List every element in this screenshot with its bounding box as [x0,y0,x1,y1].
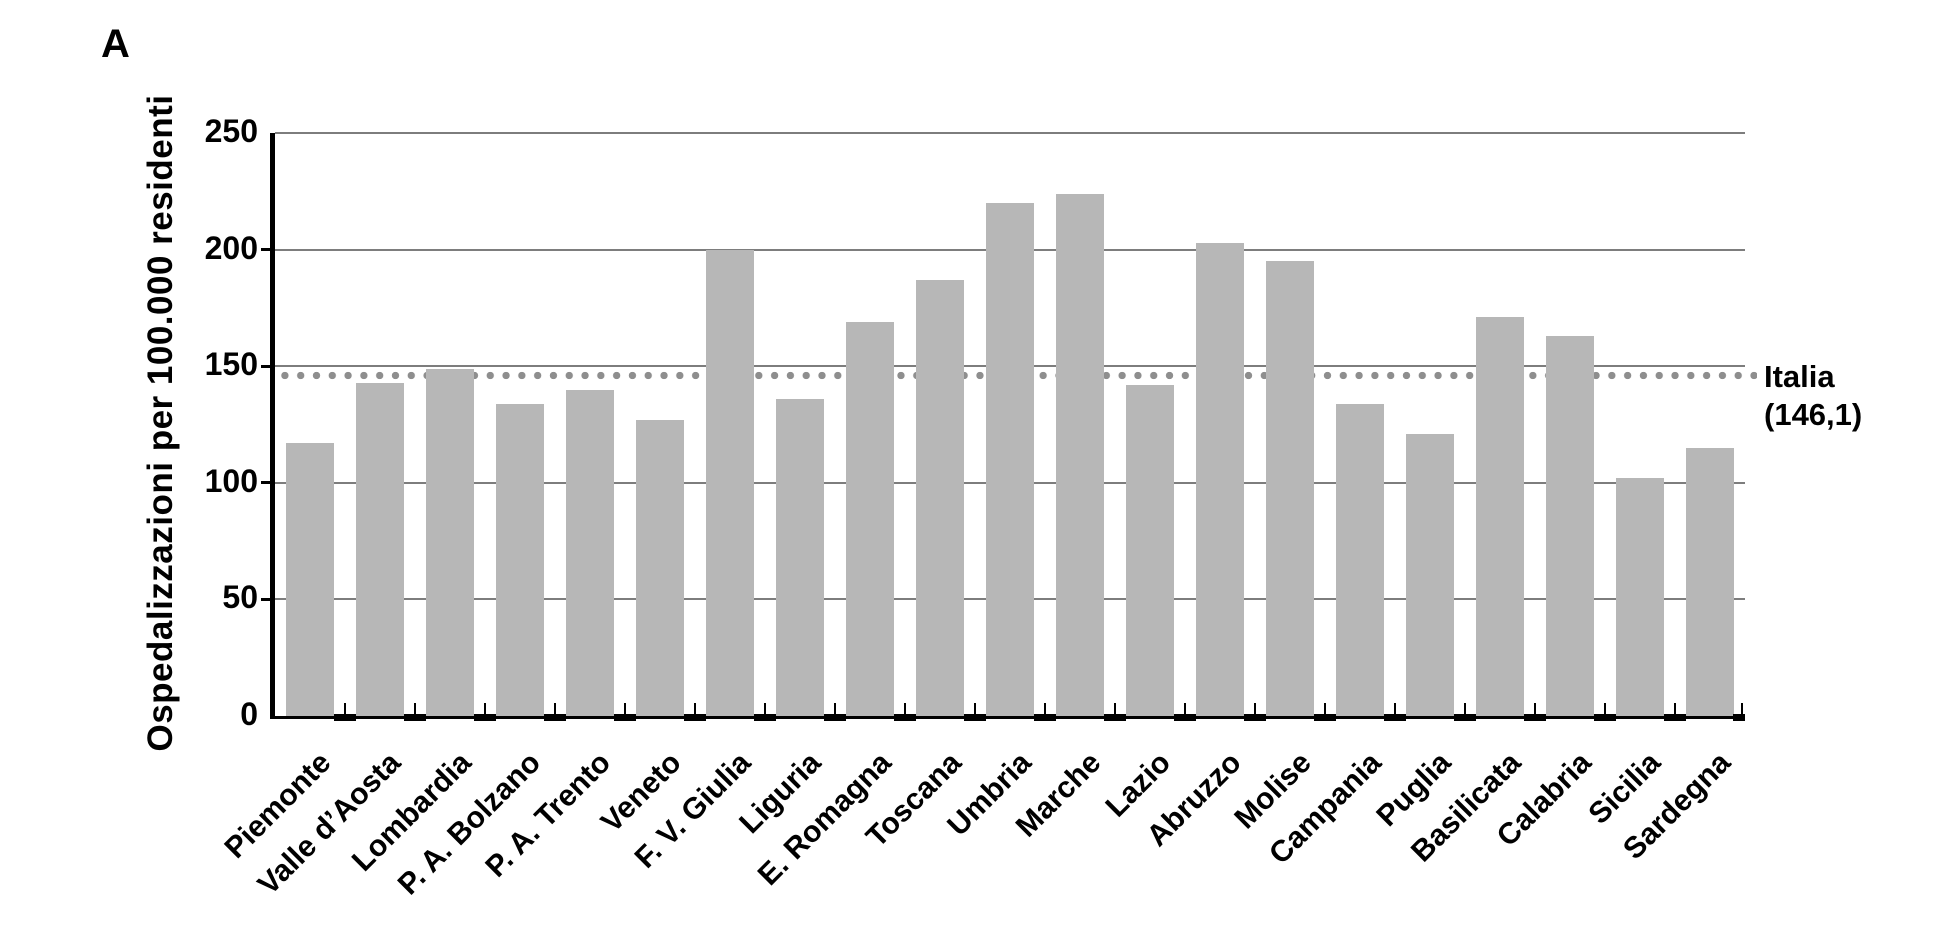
bar-umbria [986,202,1034,716]
x-axis-tick [1044,703,1046,716]
x-axis-tick-base [894,714,916,721]
y-tick-label-150: 150 [204,346,258,383]
x-axis-tick [1114,703,1116,716]
x-axis-tick [694,703,696,716]
bar-lazio [1126,384,1174,716]
x-axis-tick-base [1384,714,1406,721]
x-axis-tick [834,703,836,716]
bar-calabria [1546,335,1594,716]
x-axis-tick [1394,703,1396,716]
x-axis-tick-base [1664,714,1686,721]
y-axis-title: Ospedalizzazioni per 100.000 residenti [141,94,180,752]
bar-abruzzo [1196,242,1244,716]
reference-line-label: Italia (146,1) [1764,358,1862,434]
y-axis-tick-100 [261,481,275,485]
reference-line-label-name: Italia [1764,359,1835,394]
x-axis-tick-base [404,714,426,721]
x-axis-tick-base [1524,714,1546,721]
panel-label: A [101,22,130,66]
bar-piemonte [286,443,334,716]
x-axis-tick [344,703,346,716]
x-axis-tick-base [754,714,776,721]
x-axis-tick-base [1454,714,1476,721]
bar-liguria [776,398,824,716]
y-tick-label-100: 100 [204,462,258,499]
y-axis-tick-200 [261,248,275,252]
x-axis-tick [1464,703,1466,716]
bar-p-a-bolzano [496,403,544,716]
x-axis-tick-base [1034,714,1056,721]
x-axis-tick [1324,703,1326,716]
x-axis-tick-base [334,714,356,721]
bar-lombardia [426,368,474,716]
x-axis-tick [904,703,906,716]
bar-puglia [1406,433,1454,716]
plot-area [261,132,1757,721]
bar-f-v-giulia [706,249,754,716]
y-tick-label-0: 0 [240,696,258,733]
bar-e-romagna [846,321,894,716]
y-axis-tick-150 [261,364,275,368]
x-axis-tick-base [544,714,566,721]
reference-line-label-value: (146,1) [1764,397,1863,432]
bar-marche [1056,193,1104,716]
x-axis-tick-base [964,714,986,721]
x-axis-line [270,716,1745,719]
x-axis-tick [974,703,976,716]
x-axis-tick [764,703,766,716]
x-axis-tick-base [1244,714,1266,721]
x-axis-tick [624,703,626,716]
bar-sardegna [1686,447,1734,716]
y-tick-label-250: 250 [204,113,258,150]
x-axis-tick-base [684,714,706,721]
x-axis-tick [1254,703,1256,716]
y-tick-label-50: 50 [222,579,258,616]
x-axis-tick [1604,703,1606,716]
y-axis-tick-50 [261,597,275,601]
bar-p-a-trento [566,389,614,716]
bar-sicilia [1616,478,1664,716]
bar-toscana [916,279,964,716]
x-axis-tick-base [614,714,636,721]
x-axis-tick-base [824,714,846,721]
x-axis-tick [414,703,416,716]
x-axis-tick-base [1314,714,1336,721]
bar-campania [1336,403,1384,716]
x-axis-tick [1741,703,1743,716]
bar-basilicata [1476,317,1524,716]
x-axis-tick-base [1104,714,1126,721]
x-axis-tick-base [1733,714,1745,721]
x-axis-tick [484,703,486,716]
x-axis-tick-base [1174,714,1196,721]
x-axis-tick [1184,703,1186,716]
bar-veneto [636,419,684,716]
gridline-250 [275,132,1745,134]
x-axis-tick-base [474,714,496,721]
x-axis-tick [554,703,556,716]
x-axis-tick-base [1594,714,1616,721]
bar-valle-d-aosta [356,382,404,716]
x-axis-tick [1674,703,1676,716]
y-tick-label-200: 200 [204,229,258,266]
bar-molise [1266,261,1314,716]
y-axis-line [270,133,275,719]
x-axis-tick [1534,703,1536,716]
